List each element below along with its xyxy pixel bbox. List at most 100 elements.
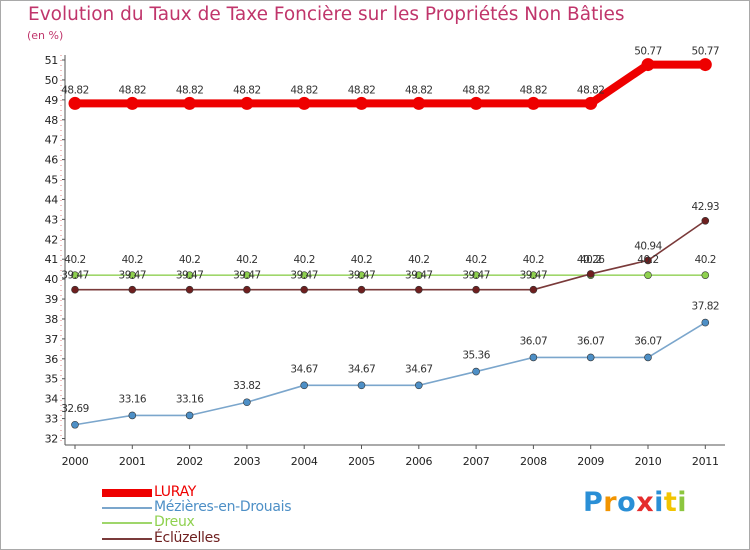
data-label-mezieres: 33.16 <box>176 393 204 405</box>
data-label-mezieres: 35.36 <box>462 350 490 362</box>
data-label-dreux: 40.2 <box>408 254 429 266</box>
data-label-luray: 48.82 <box>405 84 433 96</box>
y-tick-label: 40 <box>45 273 59 286</box>
x-tick-label: 2007 <box>463 455 490 468</box>
logo-letter: o <box>617 487 637 518</box>
data-point-luray <box>240 96 254 110</box>
y-tick-label: 41 <box>45 253 58 266</box>
data-point-dreux <box>644 271 652 279</box>
y-tick-label: 39 <box>45 293 59 306</box>
data-label-luray: 50.77 <box>692 46 720 58</box>
data-point-dreux <box>243 271 251 279</box>
data-point-dreux <box>529 271 538 279</box>
x-tick-label: 2002 <box>176 455 203 468</box>
data-label-ecluzelles: 39.47 <box>290 270 318 282</box>
data-label-luray: 48.82 <box>520 84 548 96</box>
data-label-luray: 48.82 <box>61 84 89 96</box>
x-tick-label: 2011 <box>692 455 719 468</box>
data-point-luray <box>641 58 655 72</box>
y-tick-label: 47 <box>45 134 59 147</box>
legend-swatch-ecluzelles <box>102 538 152 540</box>
data-label-ecluzelles: 39.47 <box>520 270 548 282</box>
data-label-ecluzelles: 39.47 <box>176 270 204 282</box>
x-tick-label: 2000 <box>62 455 89 468</box>
x-tick-label: 2006 <box>405 455 432 468</box>
logo-letter: i <box>654 487 664 518</box>
data-label-mezieres: 34.67 <box>405 363 433 375</box>
x-tick-label: 2001 <box>119 455 146 468</box>
data-point-dreux <box>71 271 79 279</box>
data-label-luray: 48.82 <box>462 84 490 96</box>
data-label-dreux: 40.2 <box>122 254 143 266</box>
data-point-ecluzelles <box>701 216 710 225</box>
data-point-mezieres <box>529 353 538 362</box>
data-point-luray <box>526 96 540 110</box>
data-point-ecluzelles <box>529 285 538 294</box>
data-point-mezieres <box>701 318 710 327</box>
data-point-ecluzelles <box>586 270 595 278</box>
data-label-luray: 48.82 <box>577 84 605 96</box>
y-tick-label: 50 <box>45 74 59 87</box>
data-point-luray <box>469 96 483 110</box>
data-point-luray <box>698 58 712 72</box>
y-tick-label: 43 <box>45 213 59 226</box>
series-line-ecluzelles <box>74 219 707 291</box>
logo-letter: r <box>603 487 618 518</box>
data-label-ecluzelles: 39.47 <box>119 270 147 282</box>
y-tick-label: 46 <box>45 154 59 167</box>
y-tick-label: 49 <box>45 94 59 107</box>
data-point-dreux <box>357 271 366 279</box>
data-point-mezieres <box>128 411 137 420</box>
data-label-ecluzelles: 40.94 <box>634 240 662 252</box>
data-point-ecluzelles <box>185 285 194 294</box>
y-tick-label: 37 <box>45 333 59 346</box>
y-tick-label: 38 <box>45 313 59 326</box>
proxiti-logo: Proxiti <box>583 487 687 518</box>
data-point-ecluzelles <box>357 285 366 294</box>
data-point-luray <box>355 96 368 110</box>
data-point-dreux <box>185 271 194 279</box>
data-point-ecluzelles <box>71 285 79 294</box>
y-tick-label: 33 <box>45 413 59 426</box>
logo-letter: i <box>677 487 688 518</box>
data-label-luray: 48.82 <box>290 84 318 96</box>
data-point-dreux <box>128 271 137 279</box>
data-point-mezieres <box>357 381 366 390</box>
x-tick-label: 2005 <box>348 455 375 468</box>
data-point-ecluzelles <box>128 285 137 294</box>
data-label-luray: 48.82 <box>348 84 376 96</box>
data-point-ecluzelles <box>243 285 251 294</box>
data-label-dreux: 40.2 <box>64 254 85 266</box>
legend-swatch-dreux <box>102 522 152 524</box>
data-point-mezieres <box>71 420 79 429</box>
x-tick-label: 2003 <box>234 455 261 468</box>
data-point-ecluzelles <box>300 285 309 294</box>
data-label-mezieres: 33.82 <box>233 380 261 392</box>
data-point-luray <box>125 96 139 110</box>
y-tick-label: 44 <box>45 193 59 206</box>
data-label-ecluzelles: 39.47 <box>462 270 490 282</box>
data-point-luray <box>584 96 598 110</box>
data-point-ecluzelles <box>472 285 480 294</box>
data-point-dreux <box>701 271 710 279</box>
data-label-mezieres: 34.67 <box>348 363 376 375</box>
data-point-luray <box>412 96 426 110</box>
data-point-dreux <box>472 271 480 279</box>
legend-swatch-mezieres <box>102 507 152 509</box>
data-point-luray <box>68 96 82 110</box>
data-point-mezieres <box>586 353 595 362</box>
x-tick-label: 2010 <box>635 455 662 468</box>
legend-label-mezieres: Mézières-en-Drouais <box>154 499 292 515</box>
data-point-mezieres <box>644 353 652 362</box>
data-label-dreux: 40.2 <box>179 254 200 266</box>
logo-letter: t <box>663 487 678 518</box>
y-tick-label: 34 <box>45 393 59 406</box>
data-label-dreux: 40.2 <box>523 254 544 266</box>
y-tick-label: 42 <box>45 233 58 246</box>
data-point-dreux <box>300 271 309 279</box>
x-tick-label: 2008 <box>520 455 547 468</box>
data-label-ecluzelles: 42.93 <box>692 201 720 213</box>
data-label-ecluzelles: 40.26 <box>577 254 605 266</box>
data-label-dreux: 40.2 <box>465 254 486 266</box>
